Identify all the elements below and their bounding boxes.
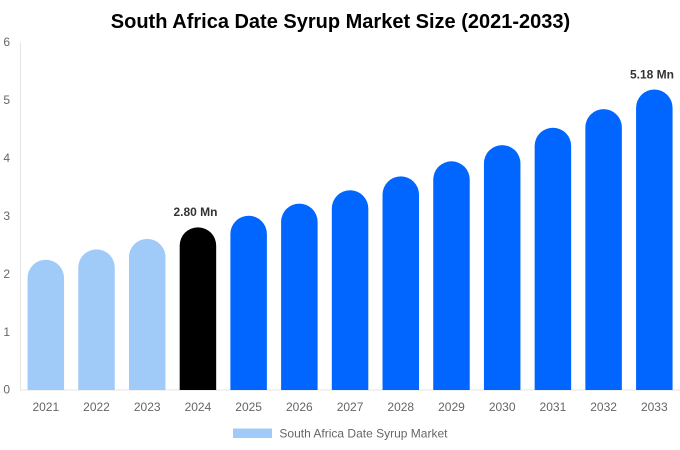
svg-text:2.80 Mn: 2.80 Mn	[173, 205, 217, 219]
svg-text:South Africa Date Syrup Market: South Africa Date Syrup Market Size (202…	[111, 11, 570, 33]
svg-text:2: 2	[3, 267, 10, 281]
svg-text:2022: 2022	[83, 400, 110, 414]
svg-text:6: 6	[3, 35, 10, 49]
svg-text:2029: 2029	[438, 400, 465, 414]
svg-text:2025: 2025	[235, 400, 262, 414]
svg-text:2033: 2033	[641, 400, 668, 414]
svg-text:2026: 2026	[286, 400, 313, 414]
svg-text:2024: 2024	[185, 400, 212, 414]
svg-text:2023: 2023	[134, 400, 161, 414]
svg-text:2021: 2021	[32, 400, 59, 414]
svg-text:2030: 2030	[489, 400, 516, 414]
svg-text:3: 3	[3, 209, 10, 223]
svg-text:0: 0	[3, 383, 10, 397]
svg-text:4: 4	[3, 151, 10, 165]
svg-text:2027: 2027	[337, 400, 364, 414]
svg-text:5: 5	[3, 93, 10, 107]
svg-text:1: 1	[3, 325, 10, 339]
svg-text:South Africa Date Syrup Market: South Africa Date Syrup Market	[279, 426, 448, 440]
svg-text:2031: 2031	[540, 400, 567, 414]
svg-text:2028: 2028	[387, 400, 414, 414]
svg-text:2032: 2032	[590, 400, 617, 414]
svg-text:5.18 Mn: 5.18 Mn	[630, 68, 674, 82]
